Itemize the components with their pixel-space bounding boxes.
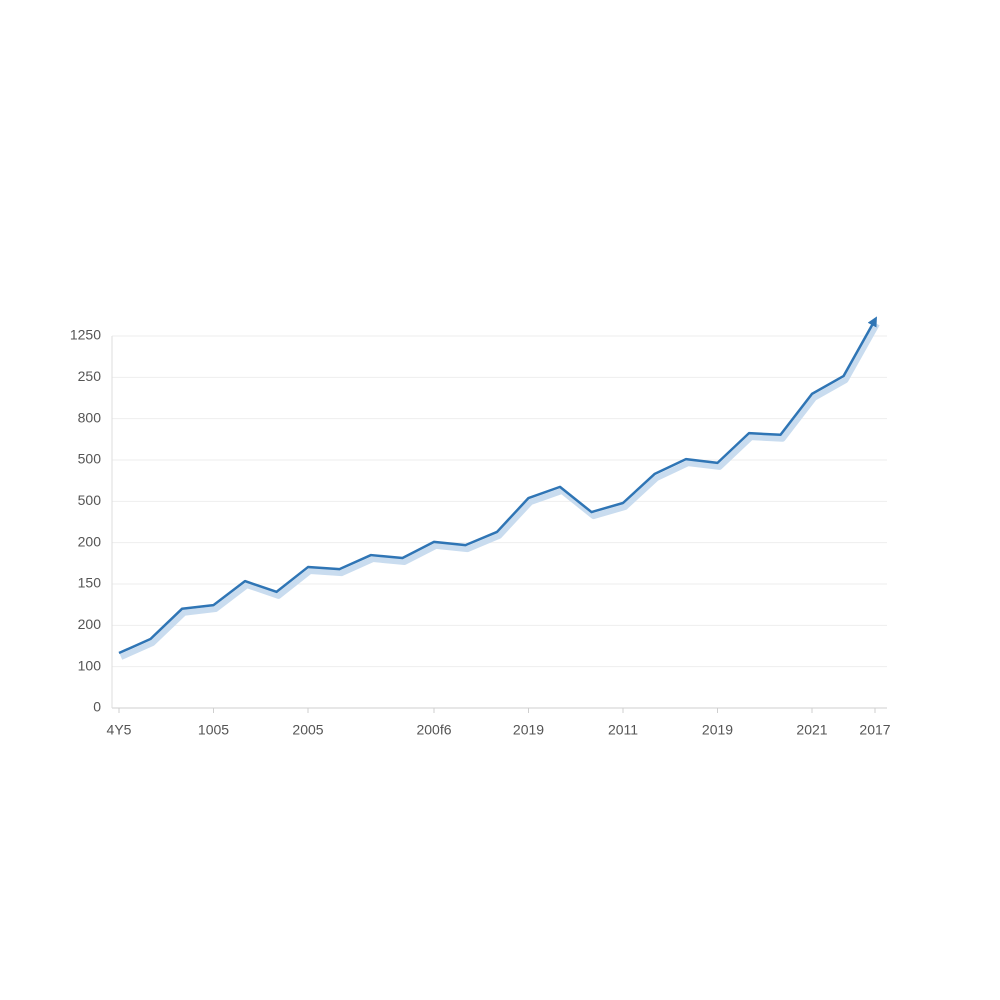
x-tick-label: 2005: [292, 722, 323, 738]
x-tick-label: 2021: [796, 722, 827, 738]
y-tick-label: 500: [78, 492, 102, 508]
y-tick-label: 500: [78, 451, 102, 467]
x-tick-label: 4Y5: [107, 722, 132, 738]
x-tick-label: 2019: [702, 722, 733, 738]
y-tick-label: 200: [78, 533, 102, 549]
y-tick-label: 200: [78, 616, 102, 632]
x-tick-label: 2017: [859, 722, 890, 738]
line-shadow: [119, 322, 880, 660]
x-tick-label: 200f6: [416, 722, 451, 738]
x-tick-label: 1005: [198, 722, 229, 738]
data-line: [118, 316, 877, 655]
y-tick-label: 800: [78, 409, 102, 425]
y-tick-label: 0: [93, 699, 101, 715]
x-tick-label: 2019: [513, 722, 544, 738]
x-tick-label: 2011: [608, 722, 638, 738]
y-tick-label: 1250: [70, 327, 101, 343]
y-tick-label: 250: [78, 368, 102, 384]
y-tick-label: 150: [78, 575, 102, 591]
y-tick-label: 100: [78, 657, 102, 673]
